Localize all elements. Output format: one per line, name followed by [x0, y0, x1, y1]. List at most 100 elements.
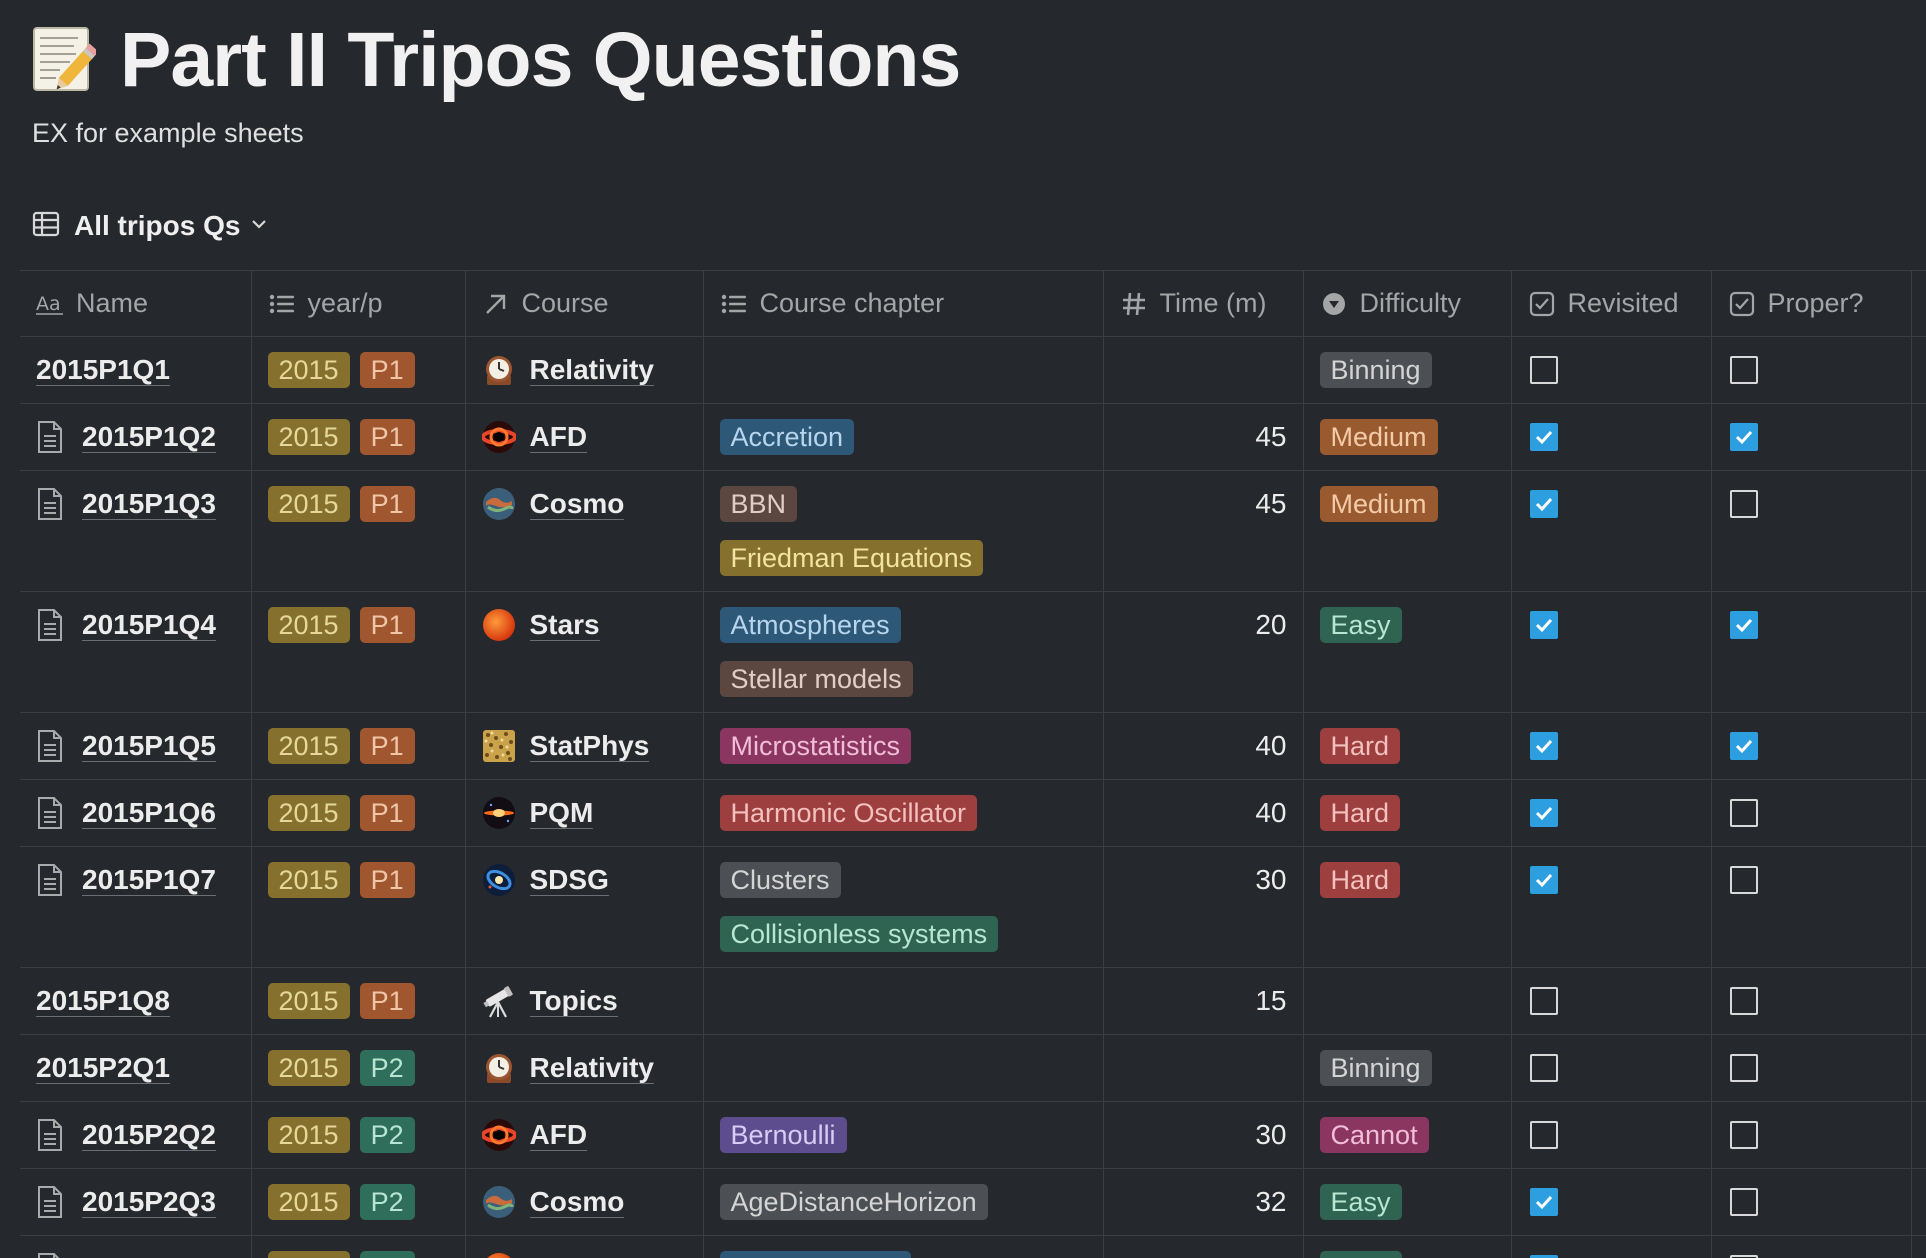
proper-checkbox[interactable] [1729, 799, 1758, 827]
name-cell[interactable]: 2015P2Q4 [20, 1235, 252, 1258]
name-cell[interactable]: 2015P1Q7 [20, 846, 252, 968]
memo-icon[interactable] [30, 24, 99, 96]
year-paper-cell[interactable]: 2015 P1 [251, 403, 466, 471]
year-paper-cell[interactable]: 2015 P1 [251, 846, 466, 968]
course-chapter-cell[interactable] [703, 336, 1104, 404]
column-header-revisited[interactable]: Revisited [1511, 270, 1712, 337]
row-title-link[interactable]: 2015P2Q4 [82, 1253, 216, 1258]
row-title-link[interactable]: 2015P1Q2 [82, 420, 216, 453]
column-header-time[interactable]: Time (m) [1103, 270, 1304, 337]
course-cell[interactable]: Relativity [465, 336, 704, 404]
column-header-course[interactable]: Course [465, 270, 704, 337]
course-link[interactable]: Relativity [529, 353, 654, 386]
difficulty-cell[interactable]: Binning [1303, 336, 1512, 404]
database-view-selector[interactable]: All tripos Qs [32, 206, 268, 246]
time-cell[interactable]: 30 [1103, 1101, 1304, 1169]
time-cell[interactable] [1103, 336, 1304, 404]
table-row[interactable]: 2015P2Q4 2015 P2 Stars Star formation 30 Easy [20, 1235, 1926, 1258]
name-cell[interactable]: 2015P1Q1 [20, 336, 252, 404]
course-cell[interactable]: StatPhys [465, 712, 704, 780]
name-cell[interactable]: 2015P2Q2 [20, 1101, 252, 1169]
difficulty-cell[interactable]: Medium [1303, 470, 1512, 592]
difficulty-cell[interactable]: Medium [1303, 403, 1512, 471]
column-header-difficulty[interactable]: Difficulty [1303, 270, 1512, 337]
table-row[interactable]: 2015P2Q1 2015 P2 Relativity Binning [20, 1034, 1926, 1102]
proper-checkbox[interactable] [1729, 1188, 1758, 1216]
course-chapter-cell[interactable]: Accretion [703, 403, 1104, 471]
difficulty-cell[interactable]: Cannot [1303, 1101, 1512, 1169]
revisited-checkbox[interactable] [1529, 987, 1558, 1015]
course-link[interactable]: AFD [529, 420, 588, 453]
course-link[interactable]: AFD [529, 1118, 588, 1151]
course-cell[interactable]: SDSG [465, 846, 704, 968]
course-link[interactable]: Cosmo [529, 487, 625, 520]
name-cell[interactable]: 2015P1Q6 [20, 779, 252, 847]
row-title-link[interactable]: 2015P2Q2 [82, 1118, 216, 1151]
table-row[interactable]: 2015P1Q4 2015 P1 Stars Atmospheres Stellar mo… [20, 591, 1926, 713]
proper-checkbox[interactable] [1729, 1054, 1758, 1082]
course-chapter-cell[interactable]: Atmospheres Stellar models [703, 591, 1104, 713]
proper-checkbox[interactable] [1729, 356, 1758, 384]
time-cell[interactable] [1103, 1034, 1304, 1102]
add-column-cell[interactable] [1911, 270, 1926, 337]
revisited-checkbox[interactable] [1529, 490, 1558, 518]
course-link[interactable]: Topics [529, 984, 618, 1017]
row-title-link[interactable]: 2015P2Q3 [82, 1185, 216, 1218]
difficulty-cell[interactable]: Hard [1303, 779, 1512, 847]
row-title-link[interactable]: 2015P2Q1 [36, 1051, 170, 1084]
difficulty-cell[interactable] [1303, 967, 1512, 1035]
difficulty-cell[interactable]: Binning [1303, 1034, 1512, 1102]
name-cell[interactable]: 2015P1Q4 [20, 591, 252, 713]
difficulty-cell[interactable]: Easy [1303, 1235, 1512, 1258]
revisited-checkbox[interactable] [1529, 732, 1558, 760]
name-cell[interactable]: 2015P1Q8 [20, 967, 252, 1035]
year-paper-cell[interactable]: 2015 P1 [251, 779, 466, 847]
course-chapter-cell[interactable]: Star formation [703, 1235, 1104, 1258]
difficulty-cell[interactable]: Easy [1303, 591, 1512, 713]
course-cell[interactable]: Stars [465, 591, 704, 713]
revisited-checkbox[interactable] [1529, 1188, 1558, 1216]
proper-checkbox[interactable] [1729, 1121, 1758, 1149]
course-link[interactable]: Stars [529, 608, 600, 641]
table-row[interactable]: 2015P1Q1 2015 P1 Relativity Binning [20, 336, 1926, 404]
course-link[interactable]: StatPhys [529, 729, 650, 762]
course-chapter-cell[interactable] [703, 967, 1104, 1035]
course-link[interactable]: Cosmo [529, 1185, 625, 1218]
course-chapter-cell[interactable]: BBN Friedman Equations [703, 470, 1104, 592]
proper-checkbox[interactable] [1729, 423, 1758, 451]
name-cell[interactable]: 2015P1Q2 [20, 403, 252, 471]
course-cell[interactable]: Topics [465, 967, 704, 1035]
revisited-checkbox[interactable] [1529, 1121, 1558, 1149]
year-paper-cell[interactable]: 2015 P1 [251, 470, 466, 592]
proper-checkbox[interactable] [1729, 490, 1758, 518]
time-cell[interactable]: 40 [1103, 712, 1304, 780]
page-title[interactable]: Part II Tripos Questions [120, 16, 961, 103]
row-title-link[interactable]: 2015P1Q8 [36, 984, 170, 1017]
name-cell[interactable]: 2015P1Q3 [20, 470, 252, 592]
time-cell[interactable]: 40 [1103, 779, 1304, 847]
course-cell[interactable]: AFD [465, 1101, 704, 1169]
course-chapter-cell[interactable]: Harmonic Oscillator [703, 779, 1104, 847]
course-link[interactable]: Relativity [529, 1051, 654, 1084]
difficulty-cell[interactable]: Hard [1303, 712, 1512, 780]
difficulty-cell[interactable]: Easy [1303, 1168, 1512, 1236]
table-row[interactable]: 2015P1Q6 2015 P1 PQM Harmonic Oscillator 40 Ha… [20, 779, 1926, 847]
table-row[interactable]: 2015P2Q2 2015 P2 AFD Bernoulli 30 Cannot [20, 1101, 1926, 1169]
table-row[interactable]: 2015P1Q3 2015 P1 Cosmo BBN Friedman Equations… [20, 470, 1926, 592]
time-cell[interactable]: 32 [1103, 1168, 1304, 1236]
table-row[interactable]: 2015P1Q8 2015 P1 Topics 15 [20, 967, 1926, 1035]
revisited-checkbox[interactable] [1529, 866, 1558, 894]
course-chapter-cell[interactable] [703, 1034, 1104, 1102]
row-title-link[interactable]: 2015P1Q1 [36, 353, 170, 386]
course-chapter-cell[interactable]: AgeDistanceHorizon [703, 1168, 1104, 1236]
name-cell[interactable]: 2015P2Q3 [20, 1168, 252, 1236]
row-title-link[interactable]: 2015P1Q7 [82, 863, 216, 896]
revisited-checkbox[interactable] [1529, 356, 1558, 384]
year-paper-cell[interactable]: 2015 P1 [251, 712, 466, 780]
course-chapter-cell[interactable]: Bernoulli [703, 1101, 1104, 1169]
revisited-checkbox[interactable] [1529, 423, 1558, 451]
table-row[interactable]: 2015P1Q7 2015 P1 SDSG Clusters Collisionless … [20, 846, 1926, 968]
time-cell[interactable]: 15 [1103, 967, 1304, 1035]
time-cell[interactable]: 20 [1103, 591, 1304, 713]
